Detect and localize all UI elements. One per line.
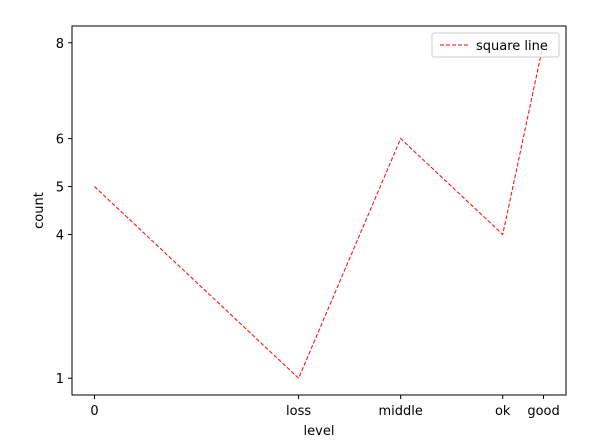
series-layer (94, 43, 543, 378)
y-tick-label: 5 (56, 181, 64, 196)
x-tick-label: loss (286, 404, 311, 419)
y-tick-label: 6 (56, 133, 64, 148)
y-axis-label: count (32, 192, 47, 229)
legend: square line (432, 33, 559, 57)
legend-entry-label: square line (476, 39, 548, 54)
x-axis-label: level (304, 424, 335, 439)
x-tick-label: ok (495, 404, 511, 419)
x-tick-label: good (527, 404, 559, 419)
series-line-0 (94, 43, 543, 378)
y-tick-label: 1 (56, 372, 64, 387)
axis-ticks: 0 loss middle ok good 1 4 5 6 8 (56, 37, 560, 419)
y-tick-label: 4 (56, 228, 64, 243)
x-tick-label: 0 (90, 404, 98, 419)
axes-frame (72, 26, 566, 395)
y-tick-label: 8 (56, 37, 64, 52)
x-tick-label: middle (378, 404, 422, 419)
